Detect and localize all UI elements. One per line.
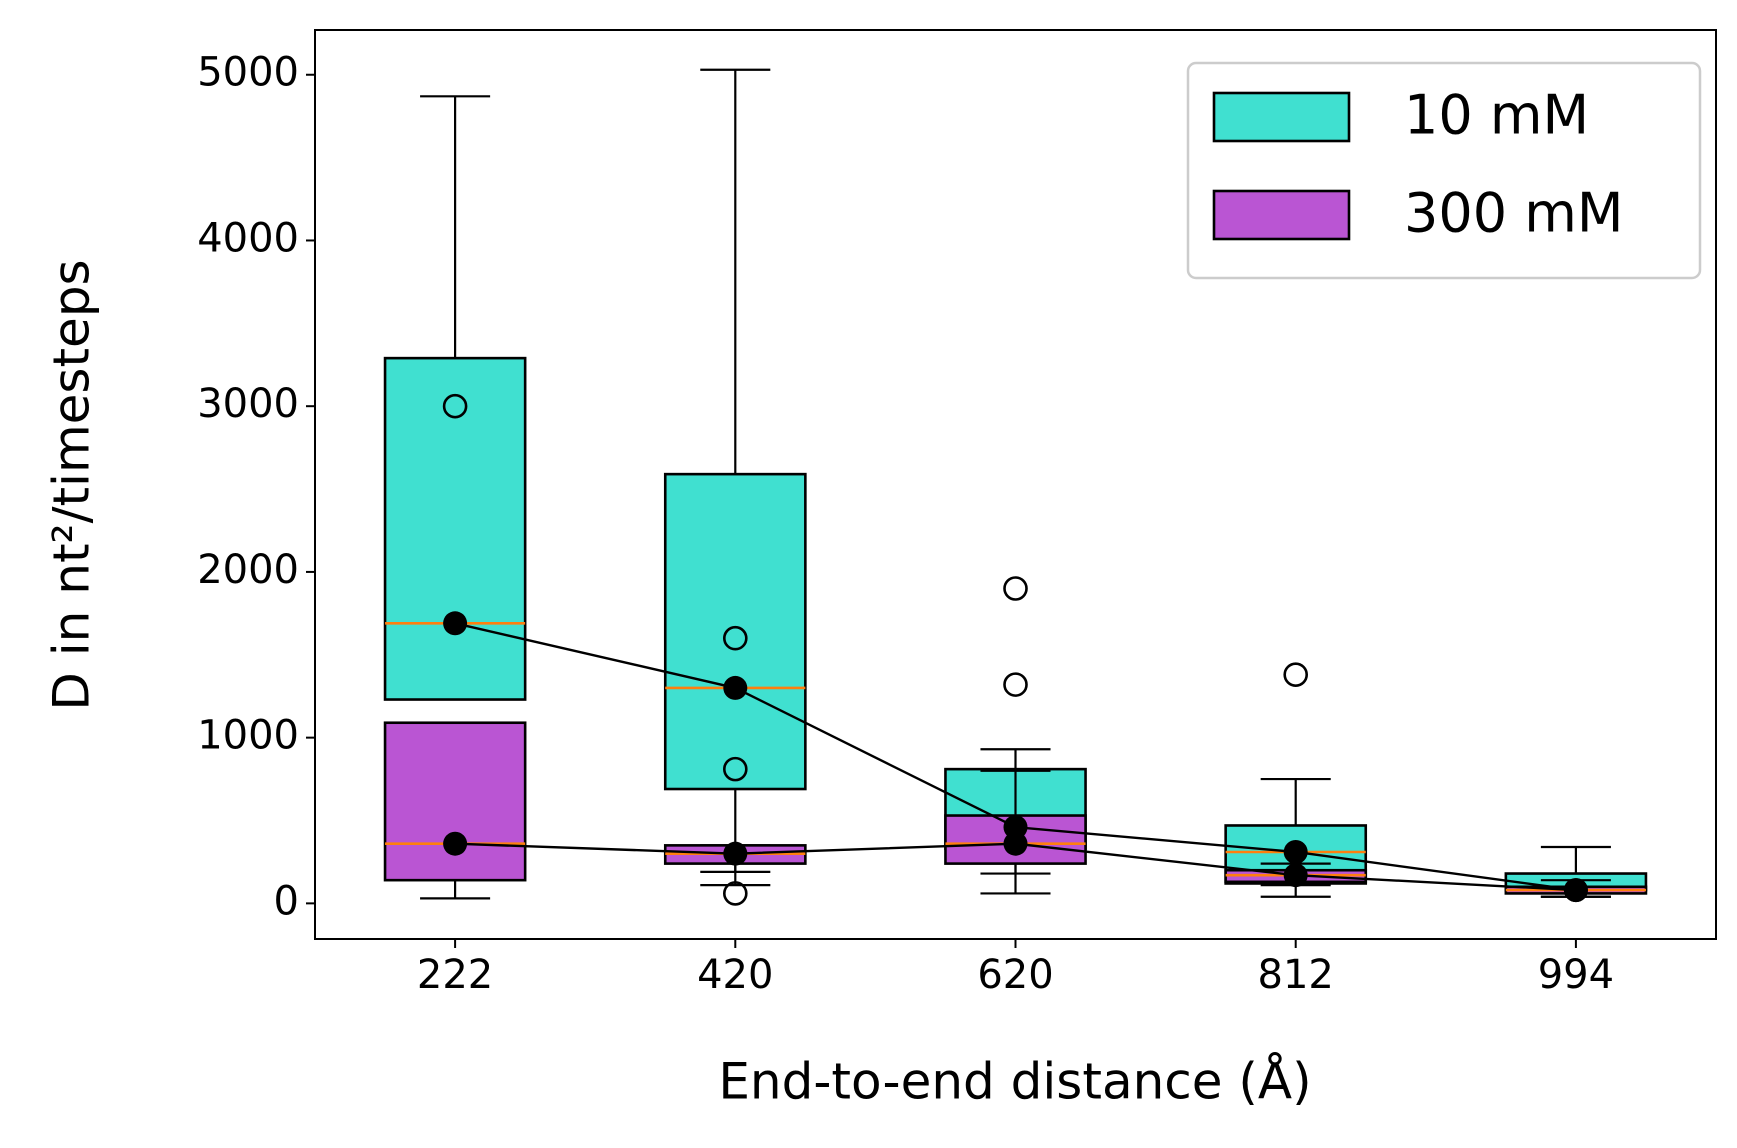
point: [1003, 576, 1028, 601]
x-tick-label: 420: [697, 952, 773, 998]
x-tick-label: 620: [977, 952, 1053, 998]
plot-frame: [314, 29, 1717, 940]
y-tick-label: 1000: [197, 713, 299, 759]
mean-marker: [1563, 878, 1588, 903]
mean-marker: [723, 841, 748, 866]
mean-marker: [1283, 863, 1308, 888]
mean-marker: [723, 675, 748, 700]
point: [722, 625, 748, 651]
mean-marker: [443, 831, 468, 856]
y-tick-label: 2000: [197, 547, 299, 593]
point: [1003, 672, 1028, 697]
x-tick-label: 222: [417, 952, 493, 998]
x-axis-label: End-to-end distance (Å): [718, 1053, 1311, 1111]
point: [722, 756, 748, 782]
legend-label: 300 mM: [1404, 182, 1623, 245]
x-tick-label: 994: [1538, 952, 1614, 998]
legend-swatch: [1212, 189, 1351, 241]
legend-swatch: [1212, 91, 1351, 143]
point: [442, 393, 468, 419]
y-tick-label: 4000: [197, 215, 299, 261]
y-tick-label: 3000: [197, 381, 299, 427]
y-axis-label: D in nt²/timesteps: [43, 259, 101, 710]
point: [1283, 662, 1308, 687]
x-tick-label: 812: [1258, 952, 1334, 998]
mean-marker: [1283, 839, 1308, 864]
mean-marker: [443, 611, 468, 636]
mean-marker: [1003, 831, 1028, 856]
y-tick-label: 0: [274, 878, 299, 924]
mean-marker: [1003, 815, 1028, 840]
box: [383, 356, 527, 701]
y-tick-label: 5000: [197, 50, 299, 96]
box: [383, 721, 527, 882]
point: [722, 881, 748, 906]
box: [663, 472, 807, 791]
legend-label: 10 mM: [1404, 84, 1589, 147]
